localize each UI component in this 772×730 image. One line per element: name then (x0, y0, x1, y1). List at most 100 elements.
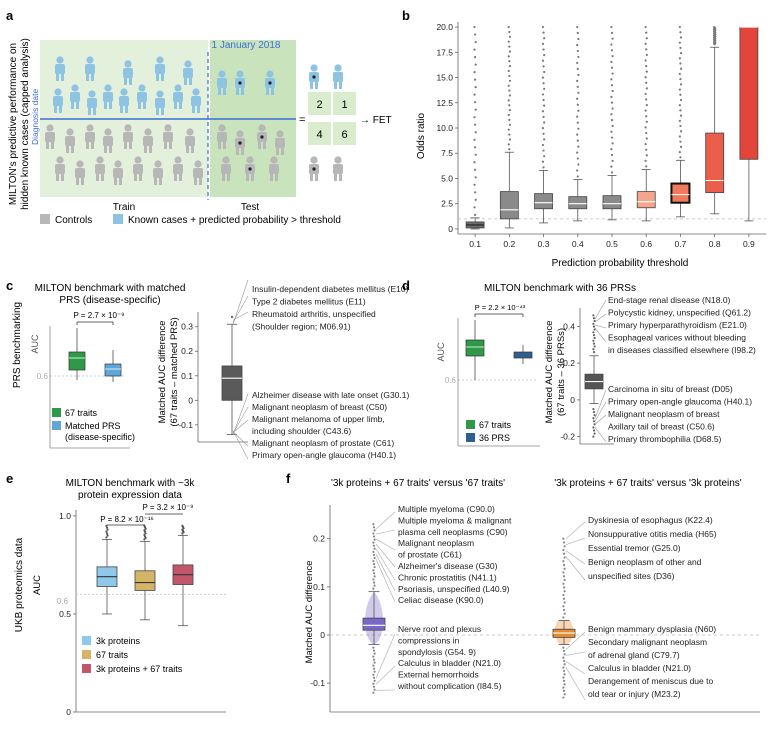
control-person-11 (113, 160, 123, 185)
control-person-14-leg-r (179, 173, 182, 181)
e-box-0-outlier-2 (106, 528, 109, 531)
c-ytick-label-3: 0.2 (181, 346, 193, 356)
f-series-1-low-outlier-5 (563, 663, 566, 666)
d-diff-high-outlier-8 (593, 336, 596, 340)
f-connector-lt-6 (375, 558, 396, 603)
control-person-1-head (66, 128, 74, 136)
e-legend-label-1: 3k proteins (96, 636, 141, 646)
c-diff-ylabel-2: (67 traits – matched PRS) (169, 317, 180, 426)
f-annotation-left-top-7: Psoriasis, unspecified (L40.9) (398, 584, 510, 594)
legend-controls-label: Controls (55, 215, 92, 226)
b-box-2-outlier-16 (542, 115, 545, 118)
b-box-3-outlier-15 (576, 115, 579, 118)
people-icons (45, 56, 343, 185)
f-series-1-low-outlier-9 (562, 676, 565, 679)
f-annotation-right-bottom-3: Calculus in bladder (N21.0) (588, 663, 691, 673)
control-person-8-leg-l (56, 173, 59, 181)
control-person-20-leg-l (222, 173, 225, 181)
case-person-17-marker (312, 75, 316, 79)
b-box-2-outlier-8 (543, 70, 546, 74)
b-box-4-outlier-17 (611, 124, 614, 128)
b-box-2-outlier-21 (541, 143, 545, 147)
f-annotation-right-bottom-1: Secondary malignant neoplasm (588, 637, 707, 647)
b-box-1-outlier-19 (508, 118, 511, 122)
control-person-17-leg-r (241, 147, 244, 155)
d-connector-bottom-3 (594, 427, 607, 443)
f-annotation-left-bottom-4: External hemorrhoids (398, 670, 479, 680)
b-box-6-outlier-24 (678, 150, 681, 154)
control-person-13-leg-l (154, 177, 157, 185)
b-box-4-outlier-18 (610, 130, 613, 133)
b-box-0-outlier-3 (473, 48, 476, 51)
c-legend-swatch-2 (52, 421, 61, 430)
f-ytick-label-2: 0.1 (313, 582, 325, 592)
control-person-5-head (144, 128, 152, 136)
b-box-7-outlier-25 (713, 43, 716, 46)
b-box-3-outlier-13 (576, 103, 579, 106)
b-box-1-outlier-18 (507, 113, 510, 117)
case-person-6-leg-r (76, 101, 79, 109)
b-box-2-outlier-15 (541, 110, 545, 113)
b-box-1-outlier-16 (508, 104, 511, 107)
control-person-4-head (124, 124, 132, 132)
cell-br-value: 6 (341, 129, 347, 141)
panel-f-title-left: '3k proteins + 67 traits' versus '67 tra… (331, 478, 505, 489)
control-person-10-leg-l (96, 173, 99, 181)
control-person-17-head (236, 130, 244, 138)
d-diff-high-outlier-0 (592, 314, 595, 317)
d-diff-low-outlier-6 (592, 426, 595, 429)
f-annotation-right-bottom-4: Derangement of meniscus due to (588, 676, 713, 686)
panel-letter-b: b (402, 8, 410, 23)
control-person-1 (65, 128, 75, 153)
cell-br (333, 122, 356, 145)
panel-e-pvalue-2: P = 3.2 × 10⁻⁹ (142, 503, 193, 512)
d-auc-box2 (513, 351, 533, 359)
f-series-0-high-outlier-21 (372, 587, 375, 590)
case-person-3-head (156, 56, 164, 64)
b-box-1-outlier-24 (507, 143, 510, 146)
c-ytick-label-0: -0.1 (178, 420, 193, 430)
case-person-8-leg-r (109, 101, 112, 109)
b-xtick-label-1: 0.2 (503, 239, 515, 249)
case-person-1-head (86, 56, 94, 64)
b-box-6-outlier-7 (679, 62, 682, 65)
e-box-0-outlier-1 (105, 526, 109, 529)
f-annotation-right-top-2: Essential tremor (G25.0) (588, 543, 681, 553)
case-person-6 (70, 84, 80, 109)
control-person-18 (257, 124, 267, 149)
b-box-1-outlier-12 (507, 84, 510, 87)
f-connector-lt-0 (375, 511, 396, 530)
d-legend-swatch-1 (466, 420, 475, 429)
d-diff-low-outlier-1 (592, 411, 596, 414)
case-person-5-leg-r (59, 105, 62, 113)
b-box-0-outlier-10 (474, 101, 477, 104)
b-box-2-outlier-17 (543, 121, 546, 124)
c-connector-bottom-4 (232, 430, 249, 460)
odds-ratio-boxplot: 0 2.5 5.0 7.5 10.0 12.5 15.0 17.5 20.0 0.1 0.2 0.3 0… (436, 22, 766, 249)
c-diff-ylabel-1: Matched AUC difference (157, 321, 168, 424)
b-box-1-outlier-1 (508, 30, 511, 34)
b-box-1-outlier-5 (508, 50, 512, 53)
control-person-0 (45, 124, 55, 149)
control-person-6-leg-l (164, 141, 167, 149)
b-box-3-outlier-25 (576, 175, 579, 178)
b-box-5-outlier-24 (644, 159, 647, 162)
d-diff-high-outlier-12 (592, 348, 595, 351)
control-person-9 (75, 160, 85, 185)
case-person-17 (309, 64, 319, 89)
b-box-2-outlier-12 (541, 93, 545, 96)
d-annotation-top-1: Polycystic kidney, unspecified (Q61.2) (608, 308, 751, 318)
f-connector-lb-0 (375, 633, 396, 679)
f-series-1-high-outlier-7 (562, 563, 566, 567)
b-box-6-box (670, 182, 691, 204)
case-person-5-head (54, 88, 62, 96)
f-series-1-high-outlier-2 (563, 545, 566, 548)
b-box-5-outlier-13 (645, 98, 648, 101)
f-connector-lt-1 (375, 529, 396, 535)
legend-cases-label: Known cases + predicted probability > th… (128, 215, 341, 226)
case-person-7 (87, 90, 97, 115)
cell-bl (308, 122, 331, 145)
f-connector-rt-1 (565, 537, 586, 545)
case-person-14-body (217, 78, 227, 88)
